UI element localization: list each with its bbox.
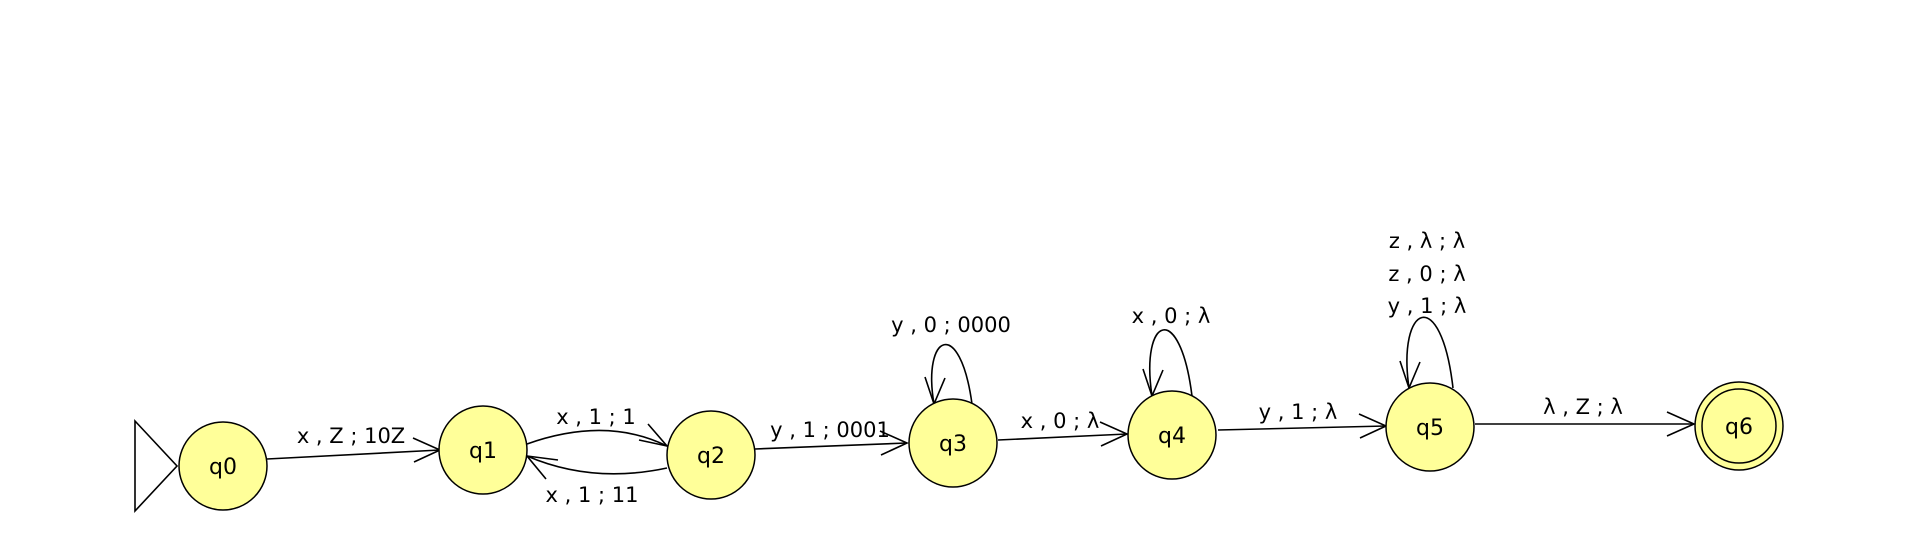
state-q0: q0: [178, 421, 268, 511]
transition-q5-q6: [1475, 411, 1696, 437]
state-q5: q5: [1385, 382, 1475, 472]
transition-label-q3-q4: x , 0 ; λ: [1021, 409, 1100, 433]
transition-q1-q2: [526, 423, 670, 448]
transition-label-q4-q4: x , 0 ; λ: [1132, 304, 1211, 328]
transition-q3-q4: [997, 421, 1129, 447]
state-label-q6: q6: [1725, 415, 1753, 440]
transition-label-q2-q1: x , 1 ; 11: [546, 483, 639, 507]
transition-q2-q1: [525, 454, 668, 480]
state-label-q0: q0: [209, 455, 237, 480]
transition-label-q5-q5-b: z , 0 ; λ: [1388, 262, 1465, 286]
state-q1: q1: [438, 405, 528, 495]
transition-q2-q3: [754, 430, 909, 456]
state-label-q4: q4: [1158, 424, 1186, 449]
transition-label-q1-q2: x , 1 ; 1: [556, 405, 636, 429]
transition-label-q5-q6: λ , Z ; λ: [1543, 395, 1623, 419]
transition-label-q5-q5-a: z , λ ; λ: [1389, 229, 1465, 253]
state-q2: q2: [666, 410, 756, 500]
transition-q4-q4: [1142, 329, 1193, 399]
state-label-q1: q1: [469, 439, 497, 464]
state-label-q2: q2: [697, 444, 725, 469]
transition-label-q3-q3: y , 0 ; 0000: [891, 313, 1011, 337]
start-state-marker: [134, 418, 179, 514]
transition-label-q2-q3: y , 1 ; 0001: [770, 418, 890, 442]
transition-label-q4-q5: y , 1 ; λ: [1259, 400, 1338, 424]
state-label-q3: q3: [939, 432, 967, 457]
state-label-q5: q5: [1416, 416, 1444, 441]
transition-label-q0-q1: x , Z ; 10Z: [297, 424, 405, 448]
state-q4: q4: [1127, 390, 1217, 480]
transition-label-q5-q5-c: y , 1 ; λ: [1388, 294, 1467, 318]
transition-q5-q5: [1399, 316, 1454, 391]
state-q6-final: q6: [1694, 381, 1784, 471]
state-q3: q3: [908, 398, 998, 488]
transition-q3-q3: [924, 343, 973, 407]
